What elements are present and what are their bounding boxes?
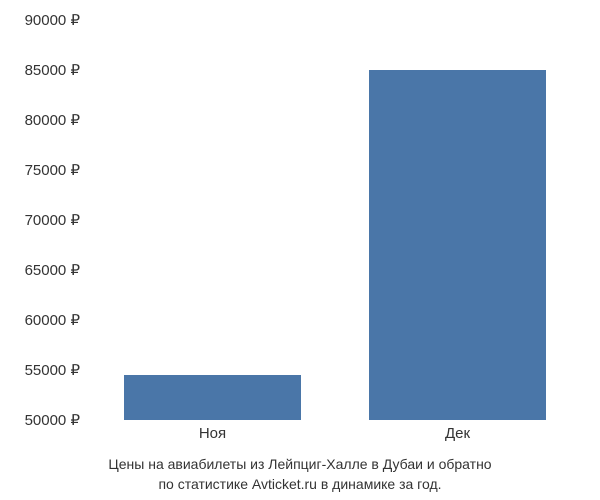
chart-caption: Цены на авиабилеты из Лейпциг-Халле в Ду… [0, 455, 600, 494]
x-axis: Ноя Дек [90, 425, 580, 450]
y-tick-label: 65000 ₽ [25, 261, 80, 279]
y-tick-label: 55000 ₽ [25, 361, 80, 379]
price-chart: 50000 ₽ 55000 ₽ 60000 ₽ 65000 ₽ 70000 ₽ 75000… [0, 0, 600, 500]
y-tick-label: 80000 ₽ [25, 111, 80, 129]
bar [124, 375, 300, 420]
caption-line-1: Цены на авиабилеты из Лейпциг-Халле в Ду… [0, 455, 600, 475]
bar [369, 70, 545, 420]
x-tick-label: Ноя [199, 425, 226, 442]
y-tick-label: 90000 ₽ [25, 11, 80, 29]
plot-area [90, 20, 580, 420]
x-tick-label: Дек [445, 425, 470, 442]
y-tick-label: 50000 ₽ [25, 411, 80, 429]
y-tick-label: 60000 ₽ [25, 311, 80, 329]
y-tick-label: 75000 ₽ [25, 161, 80, 179]
y-tick-label: 85000 ₽ [25, 61, 80, 79]
caption-line-2: по статистике Avticket.ru в динамике за … [0, 475, 600, 495]
y-axis: 50000 ₽55000 ₽60000 ₽65000 ₽70000 ₽75000… [0, 20, 85, 420]
y-tick-label: 70000 ₽ [25, 211, 80, 229]
